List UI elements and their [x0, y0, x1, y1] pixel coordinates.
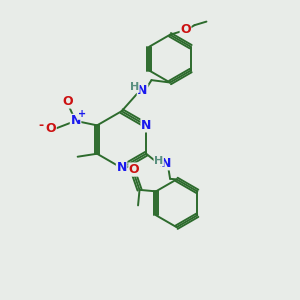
Text: O: O: [129, 163, 140, 176]
Text: N: N: [141, 119, 152, 132]
Text: N: N: [161, 157, 171, 170]
Text: N: N: [70, 114, 81, 128]
Text: +: +: [78, 109, 86, 119]
Text: N: N: [116, 161, 127, 174]
Text: O: O: [180, 23, 191, 36]
Text: H: H: [154, 156, 164, 166]
Text: O: O: [46, 122, 56, 135]
Text: O: O: [63, 95, 74, 108]
Text: N: N: [137, 84, 148, 97]
Text: -: -: [39, 119, 44, 133]
Text: H: H: [130, 82, 139, 92]
